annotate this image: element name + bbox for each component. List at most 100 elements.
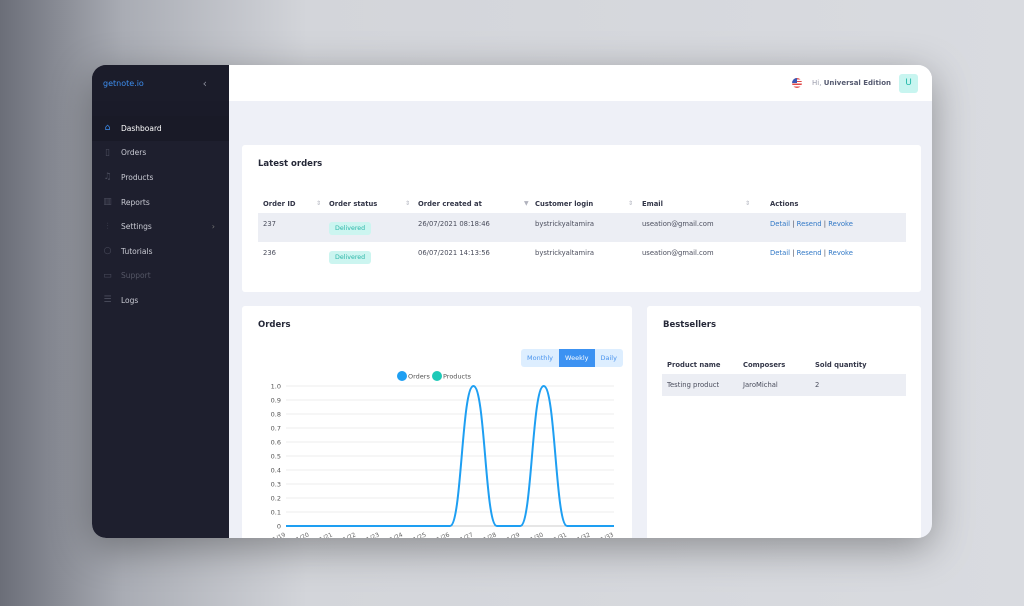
sidebar-item-label: Dashboard: [121, 123, 162, 133]
collapse-sidebar-icon[interactable]: ‹: [202, 76, 207, 90]
sold-quantity-cell: 2: [815, 381, 820, 389]
product-name-cell: Testing product: [667, 381, 720, 389]
x-tick-label: 2021/23: [355, 531, 381, 538]
column-header[interactable]: Sold quantity: [815, 361, 867, 369]
sort-icon[interactable]: ⇕: [405, 200, 411, 207]
sort-icon[interactable]: ⇕: [628, 200, 634, 207]
order-id: 236: [263, 249, 276, 257]
status-badge: Delivered: [329, 222, 372, 235]
column-header[interactable]: Product name: [667, 361, 721, 369]
detail-link[interactable]: Detail: [770, 220, 791, 228]
revoke-link[interactable]: Revoke: [828, 220, 853, 228]
x-tick-label: 2021/25: [402, 531, 428, 538]
orders-line-chart: 00.10.20.30.40.50.60.70.80.91.02021/1920…: [261, 371, 615, 538]
top-header: Hi, Universal Edition U: [229, 65, 932, 101]
column-header[interactable]: Composers: [743, 361, 786, 369]
x-tick-label: 2021/22: [332, 531, 358, 538]
document-icon: ▯: [105, 147, 110, 158]
column-header[interactable]: Order status: [329, 200, 378, 208]
sort-icon[interactable]: ▼: [524, 200, 529, 207]
chat-icon: ▭: [103, 270, 112, 281]
sidebar-item-label: Settings: [121, 222, 152, 232]
sidebar-item-products[interactable]: ♫ Products: [92, 165, 229, 190]
column-header[interactable]: Actions: [770, 200, 799, 208]
card-title: Bestsellers: [663, 320, 717, 330]
x-tick-label: 2021/27: [449, 531, 475, 538]
sidebar-item-dashboard[interactable]: ⌂ Dashboard: [92, 116, 229, 141]
avatar[interactable]: U: [899, 73, 918, 93]
period-daily-button[interactable]: Daily: [594, 349, 623, 367]
table-row: 237 Delivered 26/07/2021 08:18:46 bystricky…: [258, 213, 906, 242]
status-badge: Delivered: [329, 251, 372, 264]
table-row: 236 Delivered 06/07/2021 14:13:56 bystricky…: [258, 242, 906, 271]
app-window: getnote.io ‹ ⌂ Dashboard ▯ Orders ♫ Prod…: [92, 65, 932, 538]
sidebar-item-tutorials[interactable]: ○ Tutorials: [92, 239, 229, 264]
y-tick-label: 0.9: [271, 397, 281, 405]
sidebar-item-label: Logs: [121, 295, 139, 305]
y-tick-label: 0.5: [271, 453, 281, 461]
search-icon: ○: [103, 246, 112, 257]
created-cell: 06/07/2021 14:13:56: [418, 249, 490, 257]
sidebar-item-reports[interactable]: ▥ Reports: [92, 190, 229, 215]
actions-cell: Detail | Resend | Revoke: [770, 220, 853, 228]
period-weekly-button[interactable]: Weekly: [559, 349, 595, 367]
composer-cell: JaroMichal: [743, 381, 778, 389]
list-icon: ☰: [103, 295, 112, 306]
logo[interactable]: getnote.io: [103, 78, 144, 88]
sort-icon[interactable]: ⇕: [316, 200, 322, 207]
y-tick-label: 0: [277, 523, 281, 531]
latest-orders-card: Latest orders Order ID ⇕ Order status ⇕ Orde…: [242, 145, 921, 292]
created-cell: 26/07/2021 08:18:46: [418, 220, 490, 228]
y-tick-label: 0.4: [271, 467, 281, 475]
column-header[interactable]: Order ID: [263, 200, 296, 208]
sidebar-item-label: Orders: [121, 148, 147, 158]
column-header[interactable]: Customer login: [535, 200, 594, 208]
bar-chart-icon: ▥: [103, 197, 112, 208]
login-cell: bystrickyaltamira: [535, 220, 595, 228]
x-tick-label: 2021/20: [285, 531, 311, 538]
user-greeting: Hi, Universal Edition: [812, 79, 891, 87]
column-header[interactable]: Order created at: [418, 200, 482, 208]
y-tick-label: 0.3: [271, 481, 281, 489]
x-tick-label: 2021/31: [542, 531, 568, 538]
y-tick-label: 0.6: [271, 439, 281, 447]
actions-cell: Detail | Resend | Revoke: [770, 249, 853, 257]
x-tick-label: 2021/24: [378, 531, 404, 538]
y-tick-label: 1.0: [271, 383, 281, 391]
y-tick-label: 0.2: [271, 495, 281, 503]
chevron-right-icon: ›: [211, 222, 215, 232]
revoke-link[interactable]: Revoke: [828, 249, 853, 257]
period-monthly-button[interactable]: Monthly: [521, 349, 560, 367]
email-cell: useation@gmail.com: [642, 220, 714, 228]
x-tick-label: 2021/29: [496, 531, 522, 538]
x-tick-label: 2021/32: [566, 531, 592, 538]
orders-chart-card: Orders Monthly Weekly Daily 0 0.1 0.2 0.3 0.4 0…: [242, 306, 632, 538]
legend-label: Orders: [408, 373, 430, 381]
resend-link[interactable]: Resend: [796, 220, 822, 228]
legend-marker-orders: [397, 371, 407, 381]
sidebar-item-label: Tutorials: [121, 246, 153, 256]
sort-icon[interactable]: ⇕: [745, 200, 751, 207]
column-header[interactable]: Email: [642, 200, 663, 208]
sidebar-item-settings[interactable]: ⫶ Settings ›: [92, 214, 229, 239]
bestsellers-card: Bestsellers Product name Composers Sold qu…: [647, 306, 921, 538]
sidebar-item-label: Products: [121, 172, 154, 182]
sidebar: getnote.io ‹ ⌂ Dashboard ▯ Orders ♫ Prod…: [92, 65, 229, 538]
resend-link[interactable]: Resend: [796, 249, 822, 257]
y-tick-label: 0.1: [271, 509, 281, 517]
legend-marker-products: [432, 371, 442, 381]
email-cell: useation@gmail.com: [642, 249, 714, 257]
y-tick-label: 0.7: [271, 425, 281, 433]
detail-link[interactable]: Detail: [770, 249, 791, 257]
sidebar-item-support[interactable]: ▭ Support: [92, 264, 229, 289]
x-tick-label: 2021/33: [589, 531, 615, 538]
x-tick-label: 2021/19: [261, 531, 287, 538]
sidebar-item-label: Support: [121, 271, 151, 281]
sidebar-item-logs[interactable]: ☰ Logs: [92, 288, 229, 313]
period-toggle: Monthly Weekly Daily: [521, 349, 623, 367]
legend-label: Products: [443, 373, 472, 381]
us-flag-icon[interactable]: [792, 78, 803, 88]
sidebar-item-orders[interactable]: ▯ Orders: [92, 141, 229, 166]
login-cell: bystrickyaltamira: [535, 249, 595, 257]
x-tick-label: 2021/30: [519, 531, 545, 538]
